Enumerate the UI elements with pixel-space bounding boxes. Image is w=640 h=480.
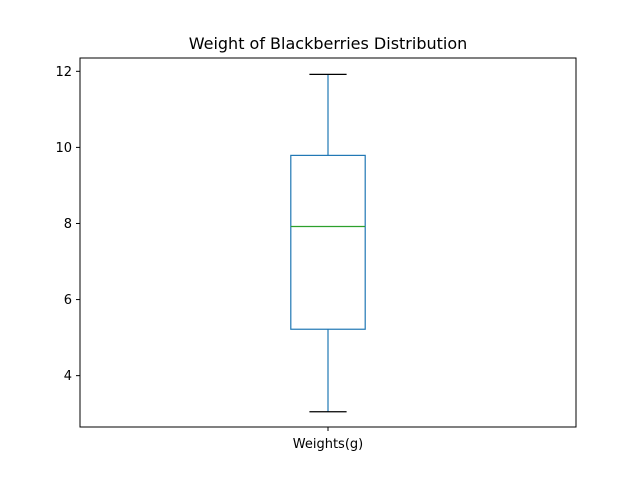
y-tick-label: 10 — [55, 141, 72, 156]
chart-title: Weight of Blackberries Distribution — [189, 34, 468, 53]
x-axis: Weights(g) — [293, 427, 363, 452]
y-tick-label: 12 — [55, 65, 72, 80]
iqr-box — [290, 154, 366, 330]
y-tick-label: 8 — [64, 217, 72, 232]
y-axis: 4 6 8 10 12 — [55, 65, 80, 384]
x-tick-label: Weights(g) — [293, 437, 363, 452]
y-tick-label: 4 — [64, 369, 72, 384]
y-tick-label: 6 — [64, 293, 72, 308]
box-series — [290, 73, 366, 413]
